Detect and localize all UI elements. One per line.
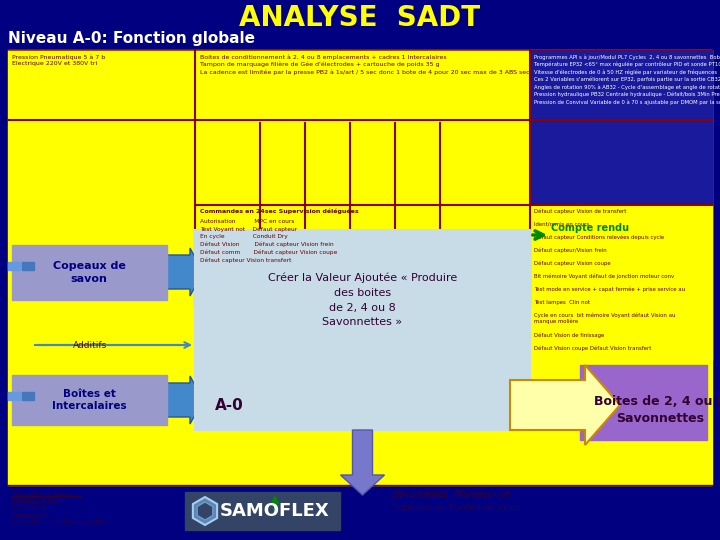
Bar — [195, 230, 530, 430]
Bar — [12, 375, 167, 425]
Text: Copeaux de
savon: Copeaux de savon — [53, 261, 125, 284]
Bar — [580, 365, 707, 440]
Bar — [22, 392, 34, 400]
Bar — [530, 50, 712, 205]
Text: Boites de 2, 4 ou 8
Savonnettes: Boites de 2, 4 ou 8 Savonnettes — [594, 395, 720, 425]
Text: Savonnettes, Morceaux et
Copeaux de bordon recyclés: Savonnettes, Morceaux et Copeaux de bord… — [392, 490, 521, 512]
Text: SAMOFLEX: SAMOFLEX — [220, 502, 330, 520]
Text: Programmes API s à jour/Modul PL7 Cycles  2, 4 ou 8 savonnettes  Bobine fonction: Programmes API s à jour/Modul PL7 Cycles… — [534, 54, 720, 105]
Bar — [8, 50, 712, 485]
Text: Pression Pneumatique 5 à 7 b
Electrique 220V et 380V tri: Pression Pneumatique 5 à 7 b Electrique … — [12, 54, 105, 66]
Bar — [8, 392, 20, 400]
Polygon shape — [510, 365, 620, 445]
Polygon shape — [35, 376, 203, 424]
Text: Niveau A-0: Fonction globale: Niveau A-0: Fonction globale — [8, 30, 255, 45]
Text: Compte rendu: Compte rendu — [551, 223, 629, 233]
Bar — [22, 262, 34, 270]
Text: Défaut capteur Vision de transfert

Ident/remis en cours

Défaut capteur Conditi: Défaut capteur Vision de transfert Ident… — [534, 209, 685, 350]
Bar — [8, 262, 20, 270]
Polygon shape — [341, 430, 384, 495]
Polygon shape — [193, 497, 217, 525]
Text: ANALYSE  SADT: ANALYSE SADT — [240, 4, 480, 32]
Bar — [12, 245, 167, 300]
Text: Créer la Valeur Ajoutée « Produire
des boites
de 2, 4 ou 8
Savonnettes »: Créer la Valeur Ajoutée « Produire des b… — [268, 273, 457, 327]
Bar — [530, 205, 712, 360]
Polygon shape — [197, 502, 213, 520]
Text: Boites de conditionnement à 2, 4 ou 8 emplacements + cadres 1 Intercalaires
Tamp: Boites de conditionnement à 2, 4 ou 8 em… — [200, 54, 530, 75]
Text: Boîtes et
Intercalaires: Boîtes et Intercalaires — [52, 389, 126, 411]
Text: Additifs: Additifs — [73, 341, 107, 349]
Text: Autorisation          MPC en cours
Test Voyant not    Défaut capteur
En cycle   : Autorisation MPC en cours Test Voyant no… — [200, 219, 338, 263]
Text: Commandes en 24sec Supervision déléguées: Commandes en 24sec Supervision déléguées — [200, 209, 359, 214]
Text: 3 Modules cycliques
Extrudeuse EP32
Cycle BB32
Presse EP32
Assembleur Conditionn: 3 Modules cycliques Extrudeuse EP32 Cycl… — [12, 492, 107, 525]
Text: A-0: A-0 — [215, 397, 244, 413]
Bar — [185, 492, 340, 530]
Polygon shape — [35, 248, 203, 296]
